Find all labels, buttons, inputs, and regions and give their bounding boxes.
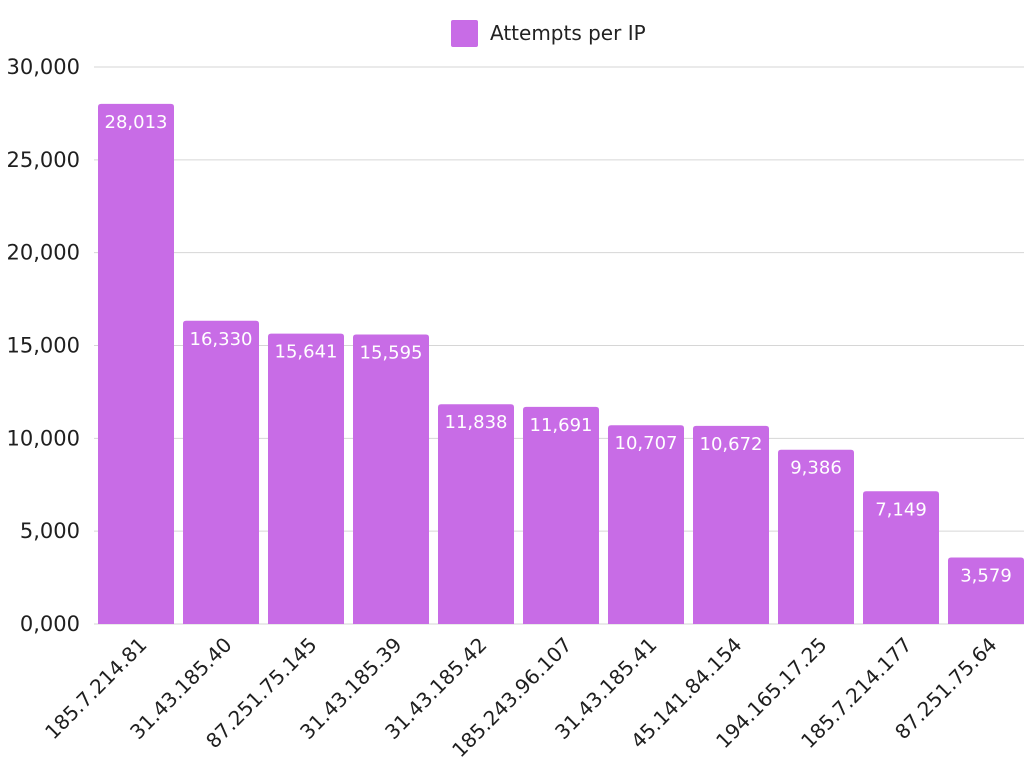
- y-tick-label: 10,000: [7, 426, 80, 450]
- data-label: 10,672: [700, 434, 763, 455]
- bar: [98, 103, 174, 624]
- data-label: 9,386: [790, 458, 842, 479]
- bar: [693, 425, 769, 624]
- bar: [863, 491, 939, 624]
- data-label: 3,579: [960, 566, 1012, 587]
- data-label: 10,707: [615, 433, 678, 454]
- bar: [608, 425, 684, 624]
- bar: [523, 406, 599, 624]
- bar: [183, 320, 259, 624]
- y-tick-label: 5,000: [20, 519, 80, 543]
- bar: [353, 334, 429, 624]
- legend-label: Attempts per IP: [490, 21, 646, 45]
- legend-swatch: [451, 20, 478, 47]
- y-tick-label: 20,000: [7, 241, 80, 265]
- data-label: 15,641: [275, 342, 338, 363]
- y-tick-label: 0,000: [20, 612, 80, 636]
- y-axis: 0,000 5,000 10,000 15,000 20,000 25,000 30,000: [7, 55, 80, 636]
- data-label: 11,838: [445, 412, 508, 433]
- y-tick-label: 30,000: [7, 55, 80, 79]
- y-tick-label: 15,000: [7, 334, 80, 358]
- bars: [98, 103, 1024, 624]
- y-tick-label: 25,000: [7, 148, 80, 172]
- bar: [438, 404, 514, 624]
- bar: [778, 449, 854, 624]
- data-label: 16,330: [190, 329, 253, 350]
- x-axis: 185.7.214.8131.43.185.4087.251.75.14531.…: [40, 633, 1001, 762]
- data-label: 28,013: [105, 112, 168, 133]
- data-label: 11,691: [530, 415, 593, 436]
- legend: Attempts per IP: [451, 20, 646, 47]
- bar: [948, 557, 1024, 624]
- data-labels: 28,013 16,330 15,641 15,595 11,838 11,691 10,7…: [105, 112, 1012, 587]
- data-label: 15,595: [360, 342, 423, 363]
- data-label: 7,149: [875, 499, 927, 520]
- bar: [268, 333, 344, 624]
